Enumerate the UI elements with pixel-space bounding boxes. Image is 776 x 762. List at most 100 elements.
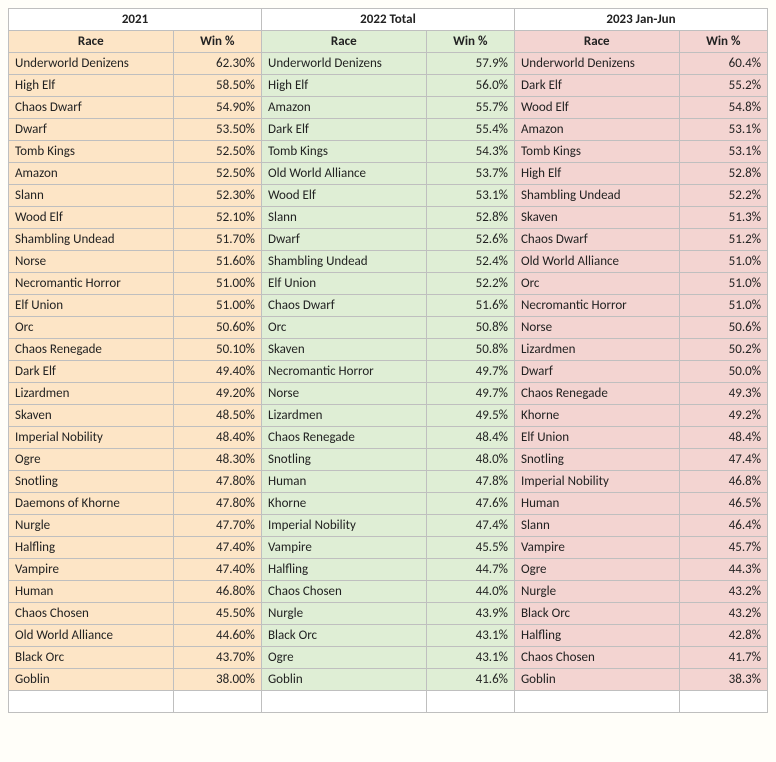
col-win-2021: Win %: [173, 31, 261, 53]
race-cell: Human: [514, 493, 679, 515]
race-cell: Imperial Nobility: [9, 427, 174, 449]
win-cell: 46.8%: [679, 471, 767, 493]
period-2022: 2022 Total: [261, 9, 514, 31]
race-cell: Black Orc: [9, 647, 174, 669]
table-row: Chaos Chosen45.50%Nurgle43.9%Black Orc43…: [9, 603, 768, 625]
win-cell: 49.5%: [426, 405, 514, 427]
race-cell: Dark Elf: [9, 361, 174, 383]
win-cell: 50.8%: [426, 339, 514, 361]
win-cell: 51.2%: [679, 229, 767, 251]
win-cell: 52.10%: [173, 207, 261, 229]
table-row: Skaven48.50%Lizardmen49.5%Khorne49.2%: [9, 405, 768, 427]
race-cell: Shambling Undead: [514, 185, 679, 207]
race-cell: Dwarf: [9, 119, 174, 141]
blank-cell: [426, 691, 514, 713]
win-cell: 53.50%: [173, 119, 261, 141]
win-cell: 38.3%: [679, 669, 767, 691]
win-cell: 52.2%: [426, 273, 514, 295]
table-row: Elf Union51.00%Chaos Dwarf51.6%Necromant…: [9, 295, 768, 317]
win-cell: 44.7%: [426, 559, 514, 581]
race-cell: Chaos Renegade: [9, 339, 174, 361]
win-cell: 55.7%: [426, 97, 514, 119]
race-cell: Tomb Kings: [261, 141, 426, 163]
race-cell: Ogre: [261, 647, 426, 669]
win-cell: 49.40%: [173, 361, 261, 383]
race-cell: Norse: [261, 383, 426, 405]
race-cell: Shambling Undead: [261, 251, 426, 273]
win-cell: 51.70%: [173, 229, 261, 251]
blank-cell: [173, 691, 261, 713]
win-cell: 55.2%: [679, 75, 767, 97]
win-cell: 46.80%: [173, 581, 261, 603]
race-cell: Black Orc: [261, 625, 426, 647]
col-race-2022: Race: [261, 31, 426, 53]
win-cell: 41.7%: [679, 647, 767, 669]
win-cell: 47.80%: [173, 471, 261, 493]
race-cell: Vampire: [9, 559, 174, 581]
table-row: Chaos Renegade50.10%Skaven50.8%Lizardmen…: [9, 339, 768, 361]
blank-cell: [514, 691, 679, 713]
blank-cell: [679, 691, 767, 713]
table-row: Imperial Nobility48.40%Chaos Renegade48.…: [9, 427, 768, 449]
table-row: Ogre48.30%Snotling48.0%Snotling47.4%: [9, 449, 768, 471]
table-row: Chaos Dwarf54.90%Amazon55.7%Wood Elf54.8…: [9, 97, 768, 119]
win-cell: 43.2%: [679, 581, 767, 603]
win-cell: 48.0%: [426, 449, 514, 471]
table-row: Shambling Undead51.70%Dwarf52.6%Chaos Dw…: [9, 229, 768, 251]
race-cell: Goblin: [514, 669, 679, 691]
win-cell: 48.30%: [173, 449, 261, 471]
win-cell: 44.3%: [679, 559, 767, 581]
win-cell: 53.1%: [679, 119, 767, 141]
race-cell: Snotling: [9, 471, 174, 493]
win-cell: 62.30%: [173, 53, 261, 75]
win-cell: 41.6%: [426, 669, 514, 691]
win-cell: 53.1%: [426, 185, 514, 207]
win-cell: 47.80%: [173, 493, 261, 515]
race-cell: Underworld Denizens: [9, 53, 174, 75]
table-row: Old World Alliance44.60%Black Orc43.1%Ha…: [9, 625, 768, 647]
table-row: Slann52.30%Wood Elf53.1%Shambling Undead…: [9, 185, 768, 207]
win-cell: 51.00%: [173, 295, 261, 317]
race-cell: Necromantic Horror: [514, 295, 679, 317]
win-cell: 45.5%: [426, 537, 514, 559]
column-header-row: Race Win % Race Win % Race Win %: [9, 31, 768, 53]
win-cell: 50.6%: [679, 317, 767, 339]
race-cell: Elf Union: [514, 427, 679, 449]
race-cell: Chaos Chosen: [9, 603, 174, 625]
win-cell: 51.6%: [426, 295, 514, 317]
win-cell: 51.3%: [679, 207, 767, 229]
win-cell: 49.2%: [679, 405, 767, 427]
win-cell: 47.6%: [426, 493, 514, 515]
table-row: Black Orc43.70%Ogre43.1%Chaos Chosen41.7…: [9, 647, 768, 669]
table-row: Halfling47.40%Vampire45.5%Vampire45.7%: [9, 537, 768, 559]
race-cell: Human: [9, 581, 174, 603]
win-cell: 48.4%: [679, 427, 767, 449]
table-row: Tomb Kings52.50%Tomb Kings54.3%Tomb King…: [9, 141, 768, 163]
race-cell: Halfling: [9, 537, 174, 559]
win-cell: 51.0%: [679, 273, 767, 295]
race-cell: Wood Elf: [514, 97, 679, 119]
win-cell: 58.50%: [173, 75, 261, 97]
table-row: Necromantic Horror51.00%Elf Union52.2%Or…: [9, 273, 768, 295]
race-cell: Tomb Kings: [9, 141, 174, 163]
win-cell: 48.40%: [173, 427, 261, 449]
race-cell: Orc: [261, 317, 426, 339]
win-cell: 46.5%: [679, 493, 767, 515]
col-win-2023: Win %: [679, 31, 767, 53]
win-cell: 52.6%: [426, 229, 514, 251]
race-cell: Chaos Dwarf: [9, 97, 174, 119]
table-row: Lizardmen49.20%Norse49.7%Chaos Renegade4…: [9, 383, 768, 405]
race-cell: Daemons of Khorne: [9, 493, 174, 515]
race-cell: Chaos Chosen: [261, 581, 426, 603]
race-cell: Amazon: [514, 119, 679, 141]
race-cell: Imperial Nobility: [261, 515, 426, 537]
win-cell: 49.3%: [679, 383, 767, 405]
win-cell: 42.8%: [679, 625, 767, 647]
col-race-2023: Race: [514, 31, 679, 53]
race-cell: Norse: [9, 251, 174, 273]
race-cell: Chaos Dwarf: [514, 229, 679, 251]
win-cell: 49.20%: [173, 383, 261, 405]
race-cell: Wood Elf: [261, 185, 426, 207]
race-cell: High Elf: [514, 163, 679, 185]
race-cell: Elf Union: [9, 295, 174, 317]
